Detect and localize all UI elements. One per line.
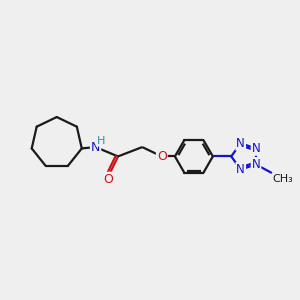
Text: N: N: [236, 137, 245, 150]
Text: N: N: [236, 163, 245, 176]
Text: N: N: [252, 158, 260, 171]
Text: O: O: [103, 173, 113, 186]
Text: N: N: [252, 142, 260, 155]
Text: N: N: [91, 141, 100, 154]
Text: CH₃: CH₃: [273, 174, 293, 184]
Text: H: H: [97, 136, 105, 146]
Text: O: O: [157, 150, 167, 163]
